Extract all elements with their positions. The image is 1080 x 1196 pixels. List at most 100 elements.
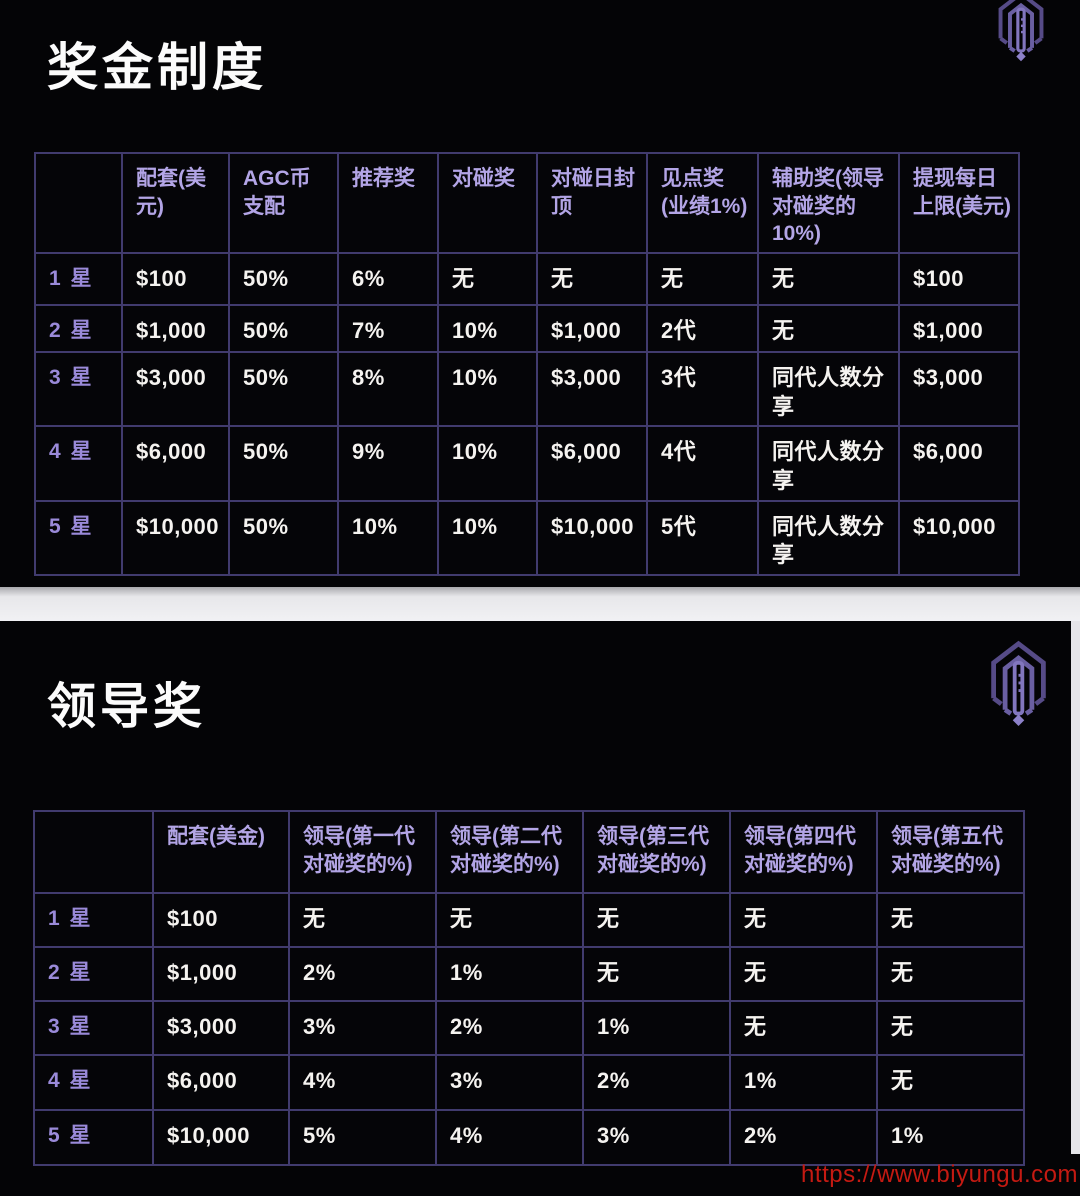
- data-cell: $3,000: [536, 351, 648, 428]
- data-cell: 2%: [288, 946, 437, 1002]
- row-label: 2 星: [34, 304, 123, 354]
- header-cell: 推荐奖: [337, 151, 439, 255]
- header-cell: 领导(第四代对碰奖的%): [729, 810, 878, 894]
- data-cell: $100: [898, 252, 1020, 307]
- data-cell: 3代: [646, 351, 759, 428]
- header-cell: 配套(美金): [152, 810, 290, 894]
- watermark-url: https://www.biyungu.com: [801, 1161, 1078, 1188]
- data-cell: 5代: [646, 499, 759, 576]
- data-cell: 5%: [288, 1109, 437, 1166]
- table-row: 2 星 $1,000 2% 1% 无 无 无: [33, 946, 1025, 1002]
- data-cell: 7%: [337, 304, 439, 354]
- row-label: 1 星: [34, 252, 123, 307]
- data-cell: 2%: [582, 1054, 731, 1111]
- data-cell: 无: [757, 252, 900, 307]
- data-cell: 无: [729, 946, 878, 1002]
- data-cell: $3,000: [898, 351, 1020, 428]
- header-cell: AGC币 支配: [228, 151, 339, 255]
- table-row: 1 星 $100 50% 6% 无 无 无 无 $100: [34, 252, 1020, 307]
- data-cell: $10,000: [898, 499, 1020, 576]
- row-label: 4 星: [34, 425, 123, 502]
- header-cell: [34, 151, 123, 255]
- table-row: 4 星 $6,000 4% 3% 2% 1% 无: [33, 1054, 1025, 1111]
- data-cell: 无: [876, 1054, 1025, 1111]
- slide-divider: [0, 587, 1080, 621]
- row-label: 3 星: [33, 1000, 154, 1056]
- leadership-table: 配套(美金) 领导(第一代对碰奖的%) 领导(第二代对碰奖的%) 领导(第三代对…: [33, 810, 1025, 1166]
- row-label: 5 星: [34, 499, 123, 576]
- table-row: 5 星 $10,000 5% 4% 3% 2% 1%: [33, 1109, 1025, 1166]
- data-cell: 3%: [288, 1000, 437, 1056]
- data-cell: 9%: [337, 425, 439, 502]
- data-cell: 2%: [729, 1109, 878, 1166]
- data-cell: 2代: [646, 304, 759, 354]
- brand-emblem-icon: [989, 0, 1053, 62]
- table-row: 1 星 $100 无 无 无 无 无: [33, 892, 1025, 948]
- brand-emblem-icon: [985, 636, 1052, 728]
- row-label: 5 星: [33, 1109, 154, 1166]
- slide-bonus-system: 奖金制度 配套(美元) AGC币 支配 推荐奖: [0, 0, 1080, 587]
- header-cell: 领导(第三代对碰奖的%): [582, 810, 731, 894]
- data-cell: 50%: [228, 351, 339, 428]
- header-cell: 领导(第二代对碰奖的%): [435, 810, 584, 894]
- header-cell: 见点奖 (业绩1%): [646, 151, 759, 255]
- data-cell: 无: [876, 946, 1025, 1002]
- data-cell: $100: [152, 892, 290, 948]
- data-cell: $6,000: [152, 1054, 290, 1111]
- data-cell: 10%: [437, 425, 538, 502]
- table-row: 3 星 $3,000 50% 8% 10% $3,000 3代 同代人数分享 $…: [34, 351, 1020, 428]
- data-cell: 同代人数分享: [757, 499, 900, 576]
- header-cell: 提现每日上限(美元): [898, 151, 1020, 255]
- row-label: 2 星: [33, 946, 154, 1002]
- table-row: 2 星 $1,000 50% 7% 10% $1,000 2代 无 $1,000: [34, 304, 1020, 354]
- data-cell: 无: [582, 946, 731, 1002]
- header-cell: 配套(美元): [121, 151, 230, 255]
- table-header-row: 配套(美金) 领导(第一代对碰奖的%) 领导(第二代对碰奖的%) 领导(第三代对…: [33, 810, 1025, 894]
- data-cell: 10%: [337, 499, 439, 576]
- data-cell: 无: [435, 892, 584, 948]
- data-cell: $1,000: [152, 946, 290, 1002]
- data-cell: 10%: [437, 499, 538, 576]
- data-cell: 6%: [337, 252, 439, 307]
- data-cell: $100: [121, 252, 230, 307]
- data-cell: 3%: [582, 1109, 731, 1166]
- table-header-row: 配套(美元) AGC币 支配 推荐奖 对碰奖 对碰日封顶 见点奖 (业绩1%) …: [34, 151, 1020, 255]
- page-edge-strip: [1071, 621, 1080, 1154]
- data-cell: $1,000: [536, 304, 648, 354]
- data-cell: $10,000: [536, 499, 648, 576]
- data-cell: 4代: [646, 425, 759, 502]
- data-cell: 无: [646, 252, 759, 307]
- data-cell: $10,000: [121, 499, 230, 576]
- row-label: 1 星: [33, 892, 154, 948]
- data-cell: 无: [757, 304, 900, 354]
- data-cell: 无: [876, 892, 1025, 948]
- data-cell: 无: [876, 1000, 1025, 1056]
- header-cell: 领导(第一代对碰奖的%): [288, 810, 437, 894]
- data-cell: 10%: [437, 304, 538, 354]
- row-label: 4 星: [33, 1054, 154, 1111]
- data-cell: 无: [729, 1000, 878, 1056]
- data-cell: 4%: [288, 1054, 437, 1111]
- data-cell: $6,000: [898, 425, 1020, 502]
- page-title: 奖金制度: [47, 39, 268, 96]
- data-cell: 无: [582, 892, 731, 948]
- data-cell: 1%: [876, 1109, 1025, 1166]
- data-cell: 无: [729, 892, 878, 948]
- table-row: 5 星 $10,000 50% 10% 10% $10,000 5代 同代人数分…: [34, 499, 1020, 576]
- slide-leadership-award: 领导奖 配套(美金) 领导(第一代对碰奖的%) 领: [0, 621, 1080, 1196]
- row-label: 3 星: [34, 351, 123, 428]
- header-cell: 辅助奖(领导对碰奖的10%): [757, 151, 900, 255]
- data-cell: 4%: [435, 1109, 584, 1166]
- data-cell: 1%: [435, 946, 584, 1002]
- data-cell: 2%: [435, 1000, 584, 1056]
- data-cell: $3,000: [121, 351, 230, 428]
- data-cell: $3,000: [152, 1000, 290, 1056]
- data-cell: $6,000: [121, 425, 230, 502]
- data-cell: 50%: [228, 499, 339, 576]
- data-cell: 1%: [729, 1054, 878, 1111]
- data-cell: $1,000: [121, 304, 230, 354]
- data-cell: 10%: [437, 351, 538, 428]
- data-cell: $10,000: [152, 1109, 290, 1166]
- header-cell: [33, 810, 154, 894]
- data-cell: 3%: [435, 1054, 584, 1111]
